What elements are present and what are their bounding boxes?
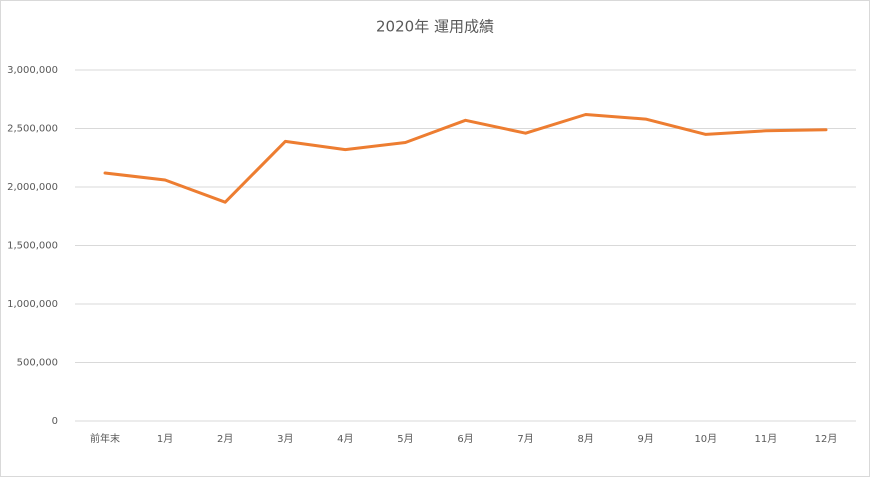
- data-line: [103, 113, 828, 204]
- x-tick-label: 9月: [638, 433, 654, 445]
- x-tick-label: 11月: [755, 433, 778, 445]
- chart-title: 2020年 運用成績: [376, 18, 494, 36]
- x-tick-label: 12月: [815, 433, 838, 445]
- x-tick-label: 8月: [577, 433, 593, 445]
- x-tick-label: 4月: [337, 433, 353, 445]
- x-tick-label: 3月: [277, 433, 293, 445]
- y-tick-label: 1,000,000: [7, 299, 58, 310]
- y-tick-label: 0: [52, 416, 58, 427]
- x-tick-label: 7月: [517, 433, 533, 445]
- y-tick-label: 3,000,000: [7, 65, 58, 76]
- x-tick-label: 10月: [694, 433, 717, 445]
- y-tick-label: 2,500,000: [7, 124, 58, 135]
- y-tick-label: 500,000: [17, 358, 58, 369]
- y-tick-label: 1,500,000: [7, 241, 58, 252]
- x-tick-label: 1月: [157, 433, 173, 445]
- y-tick-label: 2,000,000: [7, 182, 58, 193]
- x-tick-label: 6月: [457, 433, 473, 445]
- x-tick-label: 前年末: [90, 432, 120, 445]
- x-tick-label: 5月: [397, 433, 413, 445]
- x-tick-label: 2月: [217, 433, 233, 445]
